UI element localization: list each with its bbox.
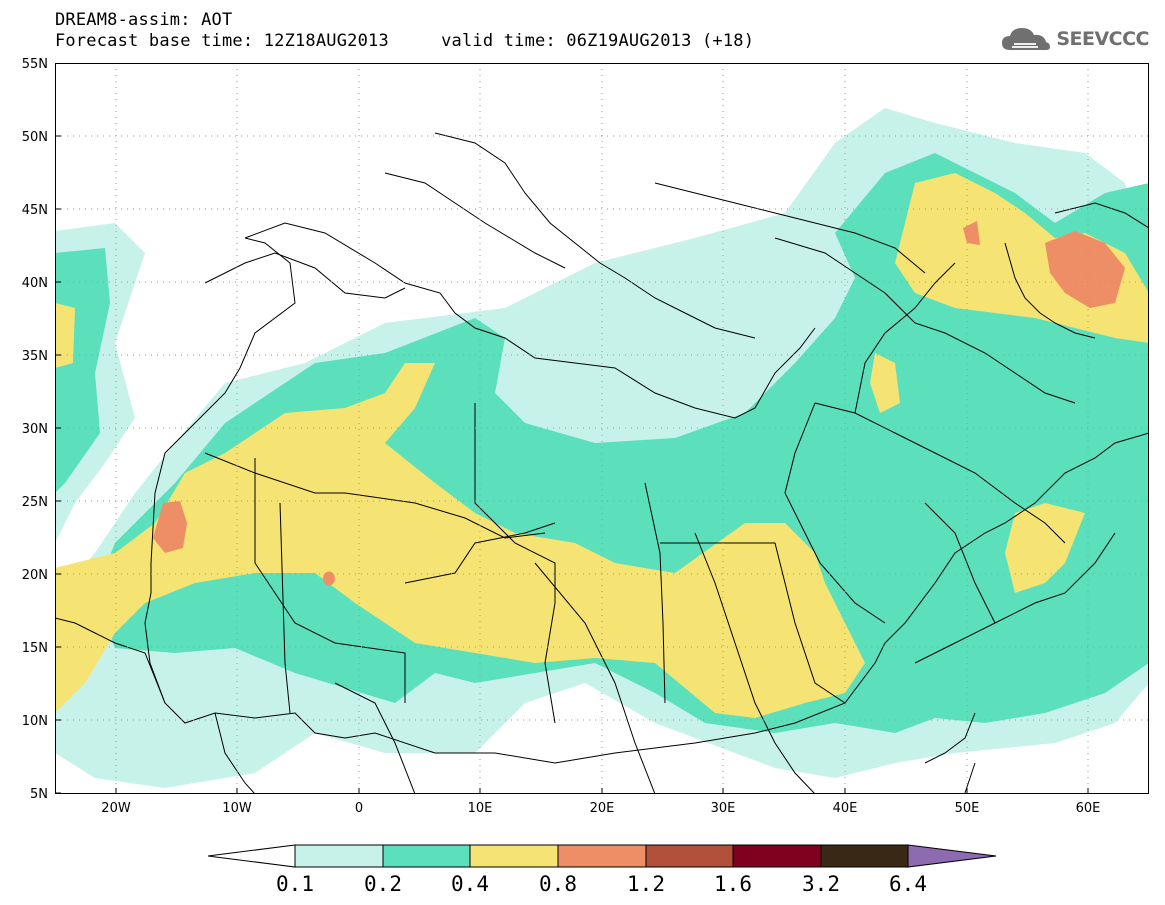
lon-label: 20W [101,801,131,816]
title-line-2: Forecast base time: 12Z18AUG2013 valid t… [55,31,755,51]
lat-label: 50N [22,130,48,145]
lon-label: 20E [590,801,615,816]
lat-label: 45N [22,203,48,218]
aot-band-0.2 [55,153,1149,733]
lat-label: 5N [30,787,48,802]
lat-label: 20N [22,568,48,583]
colorbar-swatch [469,844,559,868]
colorbar-label: 0.4 [451,872,489,896]
colorbar-label: 0.2 [364,872,402,896]
colorbar-under-arrow [207,844,296,868]
lat-label: 55N [22,57,48,72]
cloud-icon [1002,28,1051,50]
colorbar-swatch [557,844,647,868]
aot-map [55,63,1149,794]
lon-label: 0 [355,801,363,816]
lon-label: 10E [468,801,493,816]
colorbar-label: 0.1 [276,872,314,896]
colorbar-swatch [732,844,822,868]
lon-label: 40E [833,801,858,816]
lat-label: 40N [22,276,48,291]
colorbar-label: 0.8 [539,872,577,896]
colorbar-swatch [294,844,384,868]
colorbar-swatch [645,844,734,868]
colorbar-swatch [382,844,471,868]
colorbar [207,844,997,868]
lon-label: 50E [955,801,980,816]
lat-label: 30N [22,422,48,437]
lon-label: 30E [711,801,736,816]
colorbar-label: 3.2 [802,872,840,896]
lat-label: 35N [22,349,48,364]
colorbar-label: 1.6 [714,872,752,896]
colorbar-label: 1.2 [627,872,665,896]
logo-text: SEEVCCC [1056,28,1149,50]
colorbar-label: 6.4 [889,872,927,896]
colorbar-swatch [820,844,909,868]
colorbar-over-arrow [907,844,997,868]
gridlines [55,63,1149,794]
lon-label: 10W [222,801,252,816]
tick-marks [55,63,1089,794]
title-line-1: DREAM8-assim: AOT [55,10,233,30]
lat-label: 25N [22,495,48,510]
country-borders [55,132,1149,794]
lon-label: 60E [1076,801,1101,816]
lat-label: 10N [22,714,48,729]
lat-label: 15N [22,641,48,656]
seevccc-logo: SEEVCCC [1000,24,1149,54]
